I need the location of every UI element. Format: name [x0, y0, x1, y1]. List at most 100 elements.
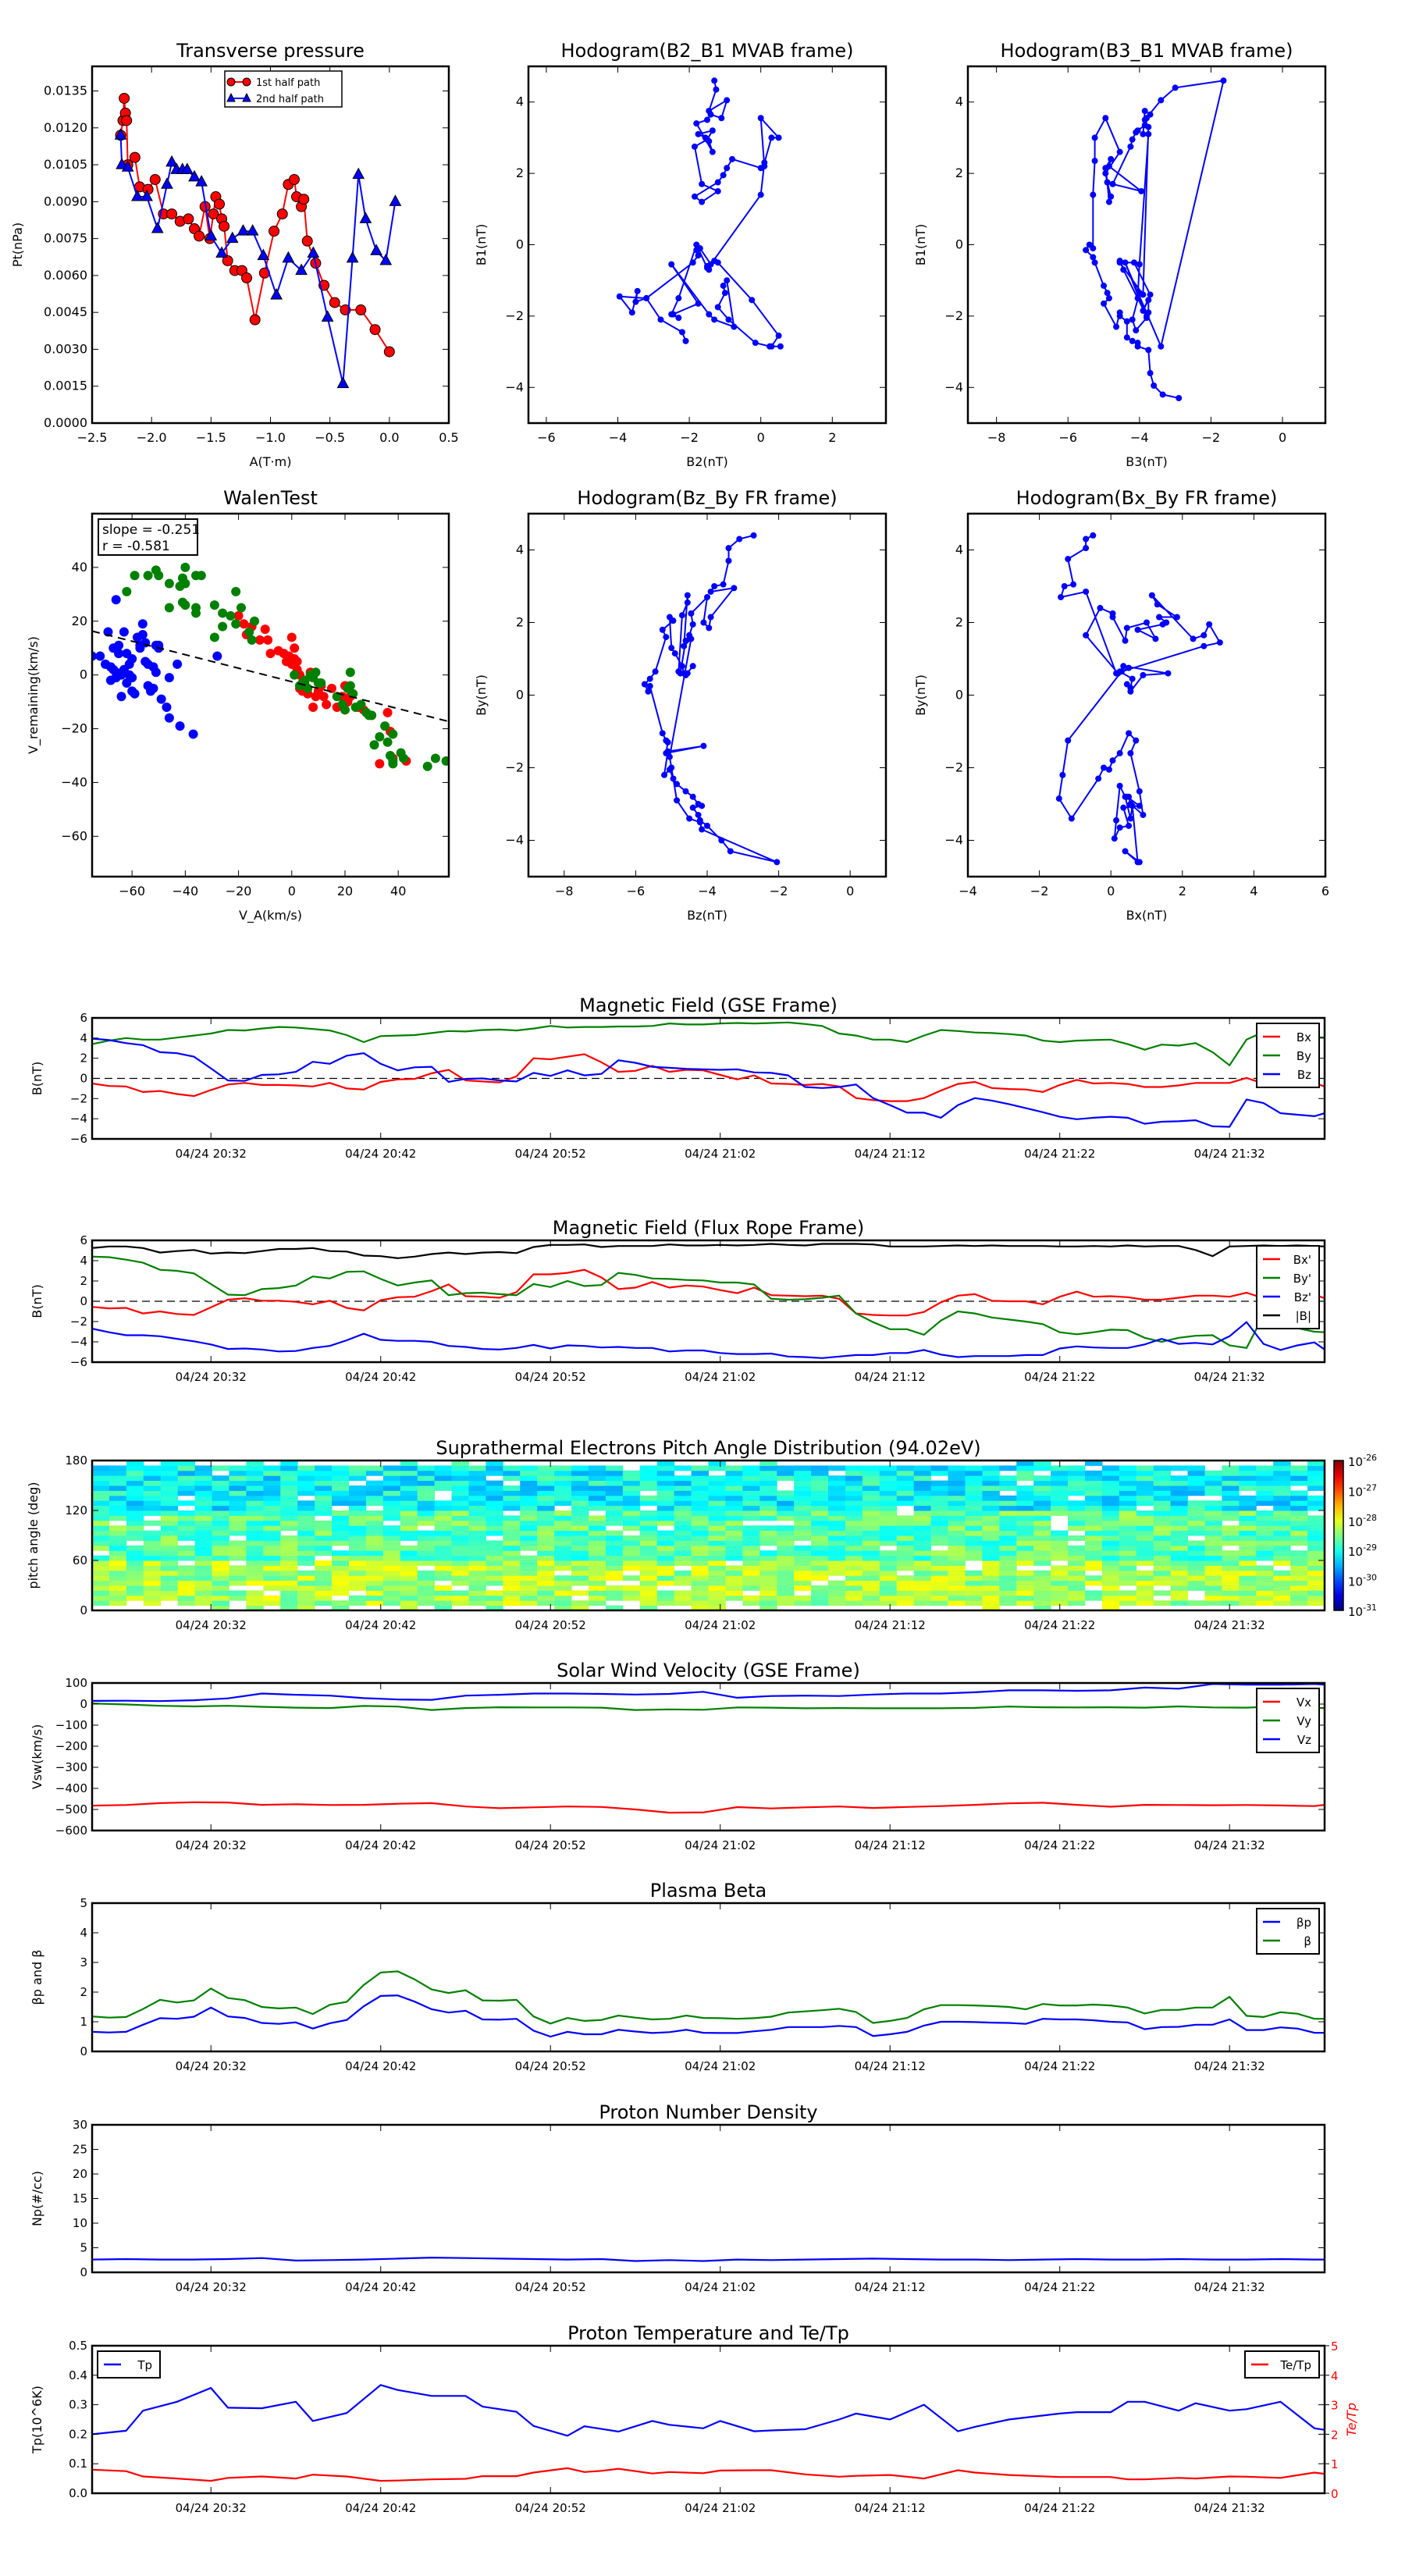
heatmap-cell	[554, 1595, 572, 1601]
heatmap-cell	[639, 1485, 658, 1491]
heatmap-cell	[554, 1540, 572, 1546]
x-tick-label: 04/24 20:42	[345, 1370, 416, 1384]
heatmap-cell	[1068, 1515, 1086, 1521]
heatmap-cell	[639, 1515, 658, 1521]
y-tick-label: −2	[70, 1091, 87, 1105]
heatmap-cell	[92, 1545, 110, 1551]
heatmap-cell	[571, 1570, 589, 1576]
heatmap-cell	[845, 1525, 863, 1532]
data-point	[668, 764, 675, 771]
heatmap-cell	[194, 1560, 213, 1566]
heatmap-cell	[194, 1575, 213, 1582]
heatmap-cell	[520, 1590, 538, 1596]
heatmap-cell	[332, 1550, 350, 1557]
data-point	[181, 162, 194, 174]
heatmap-cell	[537, 1510, 555, 1516]
y-tick-label: 30	[73, 2118, 87, 2132]
data-point	[714, 304, 721, 311]
data-point	[213, 198, 225, 210]
heatmap-cell	[537, 1585, 555, 1591]
heatmap-cell	[982, 1545, 1000, 1551]
heatmap-cell	[1084, 1520, 1103, 1526]
heatmap-cell	[417, 1495, 436, 1501]
heatmap-cell	[486, 1545, 503, 1551]
heatmap-cell	[1273, 1480, 1291, 1486]
data-point	[1108, 193, 1115, 200]
heatmap-cell	[280, 1465, 298, 1471]
heatmap-cell	[896, 1480, 915, 1486]
heatmap-cell	[297, 1570, 315, 1576]
heatmap-cell	[930, 1580, 949, 1586]
heatmap-cell	[571, 1530, 589, 1536]
heatmap-cell	[382, 1480, 401, 1486]
data-point	[628, 309, 635, 316]
y-axis-label: Pt(nPa)	[10, 222, 25, 267]
heatmap-cell	[520, 1560, 538, 1566]
heatmap-cell	[503, 1580, 521, 1586]
heatmap-cell	[348, 1545, 367, 1551]
heatmap-cell	[1239, 1590, 1257, 1596]
x-tick-label: 4	[1250, 884, 1257, 898]
heatmap-cell	[486, 1505, 503, 1511]
heatmap-cell	[177, 1475, 196, 1482]
data-point	[1134, 340, 1141, 347]
heatmap-cell	[263, 1480, 281, 1486]
heatmap-cell	[862, 1560, 880, 1566]
heatmap-cell	[965, 1550, 983, 1557]
data-point	[1122, 793, 1129, 800]
heatmap-cell	[1204, 1580, 1222, 1586]
heatmap-cell	[725, 1565, 743, 1571]
heatmap-cell	[263, 1570, 281, 1576]
heatmap-cell	[588, 1525, 606, 1532]
heatmap-cell	[1204, 1475, 1222, 1482]
heatmap-cell	[1119, 1505, 1137, 1511]
heatmap-cell	[1256, 1530, 1274, 1536]
heatmap-cell	[1033, 1600, 1051, 1606]
heatmap-cell	[434, 1575, 453, 1582]
heatmap-cell	[999, 1480, 1017, 1486]
heatmap-cell	[845, 1485, 863, 1491]
heatmap-cell	[434, 1565, 453, 1571]
x-tick-label: −4	[609, 430, 628, 445]
heatmap-cell	[537, 1515, 555, 1521]
heatmap-cell	[451, 1540, 469, 1546]
heatmap-cell	[862, 1485, 880, 1491]
heatmap-cell	[92, 1575, 110, 1582]
heatmap-cell	[365, 1595, 384, 1601]
heatmap-cell	[194, 1545, 213, 1551]
heatmap-cell	[297, 1545, 315, 1551]
heatmap-cell	[759, 1535, 777, 1541]
x-tick-label: 04/24 20:42	[345, 2280, 416, 2294]
heatmap-cell	[1273, 1595, 1291, 1601]
heatmap-cell	[503, 1525, 521, 1532]
heatmap-cell	[759, 1475, 777, 1482]
x-tick-label: 04/24 20:52	[515, 2059, 586, 2073]
heatmap-cell	[930, 1495, 949, 1501]
heatmap-cell	[1068, 1465, 1086, 1471]
heatmap-cell	[194, 1495, 213, 1501]
heatmap-cell	[862, 1550, 880, 1557]
slope-text: slope = -0.251	[102, 522, 200, 538]
heatmap-cell	[1222, 1475, 1240, 1482]
heatmap-cell	[229, 1485, 247, 1491]
heatmap-cell	[571, 1605, 589, 1611]
heatmap-cell	[1153, 1570, 1172, 1576]
data-point	[682, 671, 689, 678]
heatmap-cell	[913, 1495, 932, 1501]
heatmap-cell	[1051, 1465, 1069, 1471]
heatmap-cell	[126, 1520, 144, 1526]
heatmap-cell	[879, 1565, 898, 1571]
data-point	[714, 187, 721, 194]
heatmap-cell	[1051, 1535, 1069, 1541]
heatmap-cell	[725, 1500, 743, 1507]
x-axis-label: B3(nT)	[1126, 454, 1168, 469]
x-tick-label: 04/24 21:02	[685, 2501, 756, 2515]
data-point	[270, 288, 283, 300]
data-point	[757, 165, 764, 172]
y-tick-label: −60	[61, 828, 87, 843]
heatmap-cell	[1101, 1545, 1120, 1551]
heatmap-cell	[896, 1535, 915, 1541]
data-point	[1123, 334, 1130, 341]
